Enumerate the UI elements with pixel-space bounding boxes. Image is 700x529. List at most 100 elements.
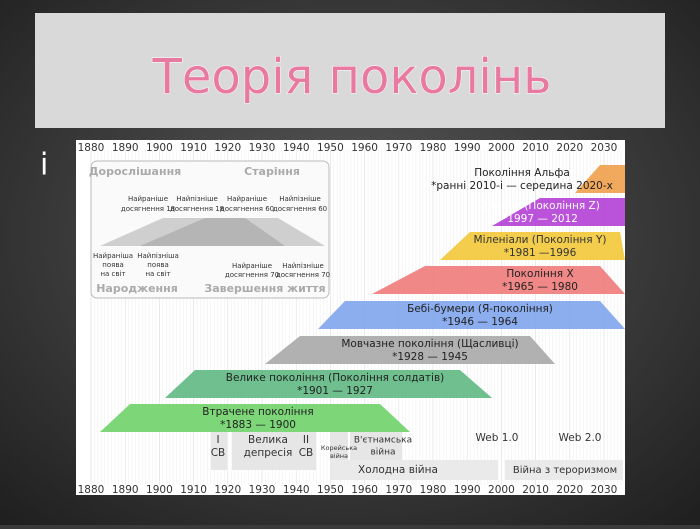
year-label: 1910 xyxy=(180,484,207,496)
generation-period: *1901 — 1927 xyxy=(297,385,373,397)
generation-name: Бебі-бумери (Я-покоління) xyxy=(407,303,553,315)
year-label: 1990 xyxy=(454,142,481,154)
generation-name: Втрачене покоління xyxy=(202,406,313,418)
year-label: 1940 xyxy=(283,484,310,496)
event-band xyxy=(297,432,316,470)
year-label: 1900 xyxy=(146,142,173,154)
generation-band xyxy=(575,165,625,193)
legend-heading: Старіння xyxy=(244,165,300,178)
year-label: 1960 xyxy=(351,484,378,496)
event-label: I xyxy=(216,434,219,446)
legend-label: поява xyxy=(147,261,169,269)
event-label: Холодна війна xyxy=(358,464,438,476)
legend-label: Найраніше xyxy=(232,262,272,270)
year-label: 2030 xyxy=(591,142,618,154)
title-box xyxy=(35,13,665,128)
generation-band xyxy=(440,232,625,260)
legend-shape-inner xyxy=(140,218,285,246)
legend-label: на світ xyxy=(145,270,170,278)
year-label: 2010 xyxy=(522,484,549,496)
generation-period: *1965 — 1980 xyxy=(502,281,578,293)
event-label: Web 2.0 xyxy=(559,432,602,444)
year-label: 1910 xyxy=(180,142,207,154)
event-label: СВ xyxy=(211,447,226,459)
generation-band xyxy=(265,336,555,364)
generation-name: Покоління Альфа xyxy=(474,167,570,179)
slide-title: Теорія поколінь xyxy=(152,49,552,105)
generation-period: *1883 — 1900 xyxy=(220,419,296,431)
generation-period: *1981 —1996 xyxy=(504,247,577,259)
generation-name: Зумери (Покоління Z) xyxy=(480,200,600,212)
generation-period: *1946 — 1964 xyxy=(442,316,518,328)
year-label: 1880 xyxy=(78,142,105,154)
legend-label: Найпізніша xyxy=(137,252,179,260)
generation-band xyxy=(492,198,625,226)
generation-name: Покоління X xyxy=(506,268,573,280)
legend-label: досягнення 18 xyxy=(121,205,175,213)
generation-name: Міленіали (Покоління Y) xyxy=(474,234,607,246)
event-label: депресія xyxy=(244,447,293,459)
event-label: Web 1.0 xyxy=(476,432,519,444)
year-label: 1890 xyxy=(112,484,139,496)
year-label: 2000 xyxy=(488,484,515,496)
legend-label: досягнення 60 xyxy=(273,205,327,213)
legend-label: Найпізніше xyxy=(279,195,321,203)
legend-label: досягнення 70 xyxy=(276,271,330,279)
legend-label: досягнення 70 xyxy=(225,271,279,279)
event-band xyxy=(505,460,623,480)
year-label: 1940 xyxy=(283,142,310,154)
legend-label: Найпізніше xyxy=(176,195,218,203)
year-label: 1980 xyxy=(420,142,447,154)
event-band xyxy=(330,460,498,480)
year-label: 1970 xyxy=(385,484,412,496)
year-label: 1890 xyxy=(112,142,139,154)
legend-label: досягнення 60 xyxy=(220,205,274,213)
year-label: 2020 xyxy=(556,484,583,496)
event-label: Війна з тероризмом xyxy=(513,464,617,476)
generation-period: *ранні 2010-і — середина 2020-х xyxy=(431,180,613,192)
legend-heading: Народження xyxy=(96,282,178,295)
event-label: війна xyxy=(330,452,348,460)
generation-band xyxy=(100,404,410,432)
legend-label: на світ xyxy=(100,270,125,278)
event-band xyxy=(232,432,300,470)
legend-label: Найраніша xyxy=(93,252,133,260)
generation-period: *1997 — 2012 xyxy=(502,213,578,225)
legend-heading: Завершення життя xyxy=(204,282,325,295)
legend-label: досягнення 18 xyxy=(170,205,224,213)
legend-heading: Дорослішання xyxy=(89,165,182,178)
year-label: 2020 xyxy=(556,142,583,154)
event-label: Велика xyxy=(248,434,288,446)
legend-label: поява xyxy=(102,261,124,269)
generation-band xyxy=(372,266,625,294)
bullet: і xyxy=(40,148,48,183)
legend-label: Найраніше xyxy=(227,195,267,203)
year-label: 1930 xyxy=(249,484,276,496)
year-label: 1980 xyxy=(420,484,447,496)
legend-label: Найраніше xyxy=(128,195,168,203)
generation-band xyxy=(165,370,492,398)
year-label: 1880 xyxy=(78,484,105,496)
generation-name: Мовчазне покоління (Щасливці) xyxy=(341,338,518,350)
year-label: 1930 xyxy=(249,142,276,154)
generation-band xyxy=(318,301,625,329)
year-label: 1950 xyxy=(317,142,344,154)
year-label: 1920 xyxy=(214,484,241,496)
year-label: 2030 xyxy=(591,484,618,496)
event-label: Корейська xyxy=(321,444,357,452)
year-label: 2000 xyxy=(488,142,515,154)
year-label: 1900 xyxy=(146,484,173,496)
event-label: війна xyxy=(370,448,395,458)
legend-label: Найпізніше xyxy=(282,262,324,270)
year-label: 1970 xyxy=(385,142,412,154)
event-label: II xyxy=(303,434,309,446)
generation-name: Велике покоління (Покоління солдатів) xyxy=(226,372,445,384)
year-label: 1990 xyxy=(454,484,481,496)
year-label: 1960 xyxy=(351,142,378,154)
event-label: СВ xyxy=(299,447,314,459)
event-band xyxy=(211,432,227,470)
year-label: 1950 xyxy=(317,484,344,496)
year-label: 2010 xyxy=(522,142,549,154)
generation-period: *1928 — 1945 xyxy=(392,351,468,363)
